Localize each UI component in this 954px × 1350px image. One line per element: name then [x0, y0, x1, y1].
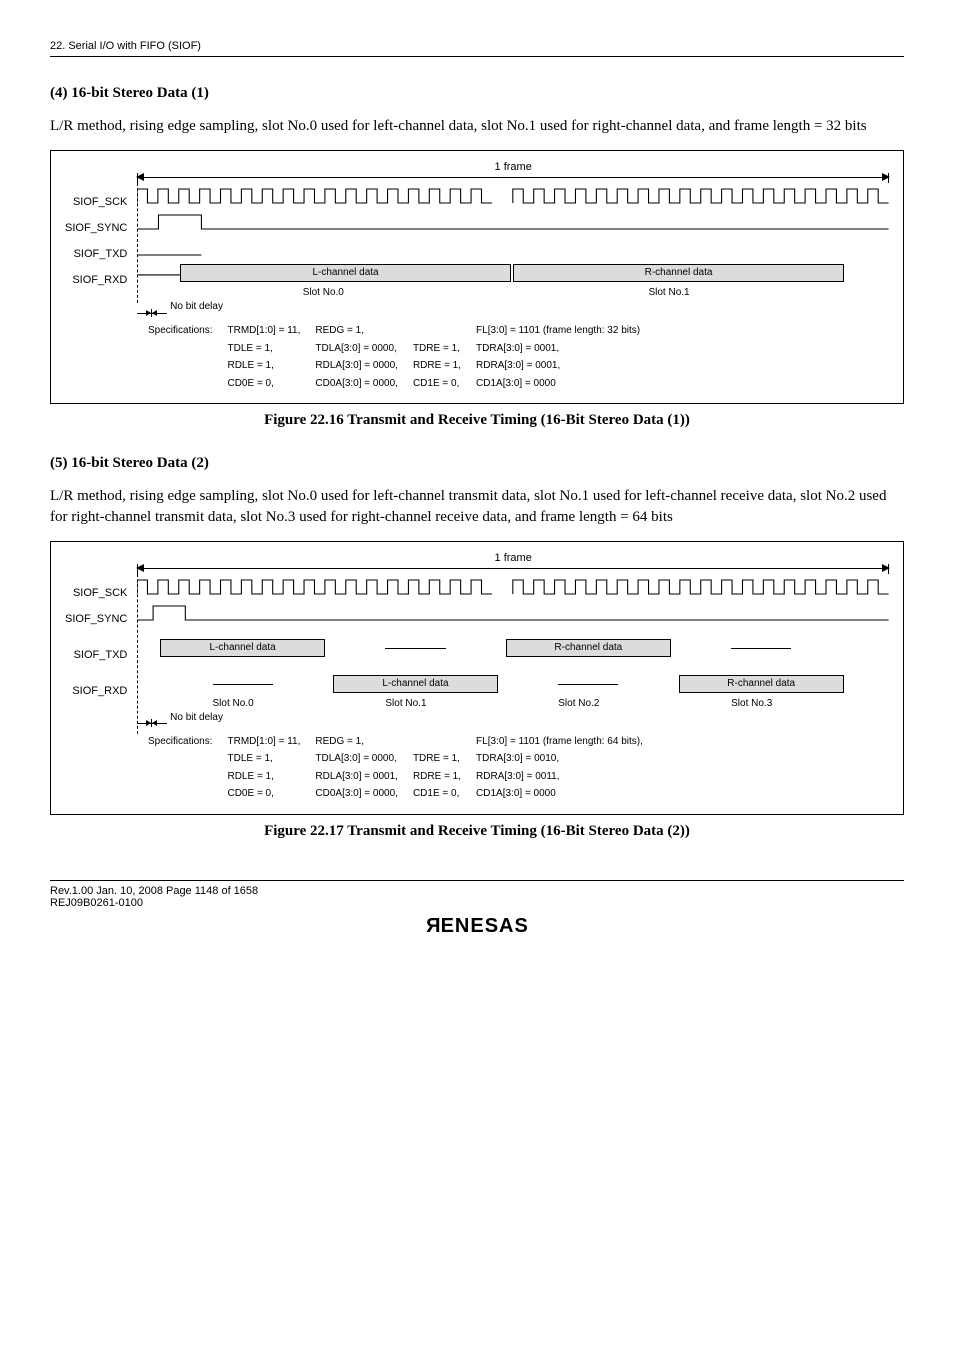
no-bit-delay: No bit delay — [137, 301, 889, 315]
slot1-label: Slot No.1 — [385, 698, 426, 709]
spec-cell: FL[3:0] = 1101 (frame length: 32 bits) — [475, 323, 652, 339]
spec-cell: TDRE = 1, — [412, 751, 473, 767]
txd-row — [137, 235, 889, 261]
page-footer: Rev.1.00 Jan. 10, 2008 Page 1148 of 1658… — [50, 880, 904, 938]
dash — [213, 684, 273, 685]
slot-labels-row: Slot No.0 Slot No.1 — [137, 287, 889, 301]
slot0-label: Slot No.0 — [303, 287, 344, 298]
spec-cell: TRMD[1:0] = 11, — [226, 323, 312, 339]
frame-label: 1 frame — [137, 552, 889, 564]
label-siof-sync: SIOF_SYNC — [65, 606, 127, 632]
spec-cell: TDLA[3:0] = 0000, — [314, 751, 410, 767]
nobit-text: No bit delay — [170, 301, 223, 312]
label-siof-sck: SIOF_SCK — [73, 189, 127, 215]
rxd-r-box: R-channel data — [679, 675, 844, 693]
spec-cell: RDLE = 1, — [226, 358, 312, 374]
sync-waveform — [137, 209, 889, 235]
spec-table: Specifications: TRMD[1:0] = 11, REDG = 1… — [145, 321, 654, 393]
spec-cell: CD0E = 0, — [226, 786, 312, 802]
txd-r-box: R-channel data — [506, 639, 671, 657]
spec-cell: CD1A[3:0] = 0000 — [475, 376, 652, 392]
sck-waveform — [137, 183, 889, 209]
spec-cell: RDLA[3:0] = 0001, — [314, 769, 410, 785]
no-bit-delay: No bit delay — [137, 712, 889, 726]
spec-cell: CD0A[3:0] = 0000, — [314, 376, 410, 392]
spec-cell — [412, 323, 473, 339]
label-siof-txd: SIOF_TXD — [74, 642, 128, 668]
sync-waveform — [137, 600, 889, 626]
slot0-label: Slot No.0 — [213, 698, 254, 709]
spec-cell: REDG = 1, — [314, 323, 410, 339]
spec-cell: CD1E = 0, — [412, 376, 473, 392]
l-channel-box: L-channel data — [180, 264, 511, 282]
label-siof-sck: SIOF_SCK — [73, 580, 127, 606]
r-channel-box: R-channel data — [513, 264, 844, 282]
label-siof-rxd: SIOF_RXD — [72, 267, 127, 293]
section4-title: (4) 16-bit Stereo Data (1) — [50, 85, 904, 102]
rxd-row: L-channel data R-channel data — [137, 672, 889, 698]
rxd-row: L-channel data R-channel data — [137, 261, 889, 287]
fig17-labels: SIOF_SCK SIOF_SYNC SIOF_TXD SIOF_RXD — [65, 552, 137, 704]
spec-cell — [412, 734, 473, 750]
spec-cell: RDLE = 1, — [226, 769, 312, 785]
spec-cell: Specifications: — [147, 734, 224, 750]
fig16-diagram: 1 frame — [137, 161, 889, 315]
spec-cell: RDRA[3:0] = 0001, — [475, 358, 652, 374]
txd-l-box: L-channel data — [160, 639, 325, 657]
spec-cell: CD0A[3:0] = 0000, — [314, 786, 410, 802]
fig17-spec: Specifications: TRMD[1:0] = 11, REDG = 1… — [145, 732, 889, 804]
slot2-label: Slot No.2 — [558, 698, 599, 709]
fig16-spec: Specifications: TRMD[1:0] = 11, REDG = 1… — [145, 321, 889, 393]
spec-cell: CD1E = 0, — [412, 786, 473, 802]
spec-cell: RDRA[3:0] = 0011, — [475, 769, 655, 785]
sck-waveform — [137, 574, 889, 600]
slot1-label: Slot No.1 — [648, 287, 689, 298]
dash — [558, 684, 618, 685]
slot-labels-row: Slot No.0 Slot No.1 Slot No.2 Slot No.3 — [137, 698, 889, 712]
nobit-text: No bit delay — [170, 712, 223, 723]
spec-cell: CD0E = 0, — [226, 376, 312, 392]
spec-cell: TRMD[1:0] = 11, — [226, 734, 312, 750]
footer-line2: REJ09B0261-0100 — [50, 897, 904, 909]
figure-22-17: SIOF_SCK SIOF_SYNC SIOF_TXD SIOF_RXD 1 f… — [50, 541, 904, 815]
spec-cell: REDG = 1, — [314, 734, 410, 750]
label-siof-sync: SIOF_SYNC — [65, 215, 127, 241]
section5-title: (5) 16-bit Stereo Data (2) — [50, 455, 904, 472]
fig16-caption: Figure 22.16 Transmit and Receive Timing… — [50, 412, 904, 429]
spec-table: Specifications: TRMD[1:0] = 11, REDG = 1… — [145, 732, 657, 804]
spec-cell: TDLA[3:0] = 0000, — [314, 341, 410, 357]
frame-label: 1 frame — [137, 161, 889, 173]
slot3-label: Slot No.3 — [731, 698, 772, 709]
page-header: 22. Serial I/O with FIFO (SIOF) — [50, 40, 904, 57]
spec-cell: TDLE = 1, — [226, 751, 312, 767]
figure-22-16: SIOF_SCK SIOF_SYNC SIOF_TXD SIOF_RXD 1 f… — [50, 150, 904, 404]
spec-cell: CD1A[3:0] = 0000 — [475, 786, 655, 802]
spec-cell: RDRE = 1, — [412, 769, 473, 785]
spec-cell: Specifications: — [147, 323, 224, 339]
section5-para: L/R method, rising edge sampling, slot N… — [50, 486, 904, 527]
spec-cell: FL[3:0] = 1101 (frame length: 64 bits), — [475, 734, 655, 750]
spec-cell: RDLA[3:0] = 0000, — [314, 358, 410, 374]
renesas-logo: RENESAS — [50, 915, 904, 938]
spec-cell: TDRA[3:0] = 0010, — [475, 751, 655, 767]
fig17-diagram: 1 frame L-channel data — [137, 552, 889, 726]
rxd-l-box: L-channel data — [333, 675, 498, 693]
spec-cell: TDRA[3:0] = 0001, — [475, 341, 652, 357]
spec-cell: RDRE = 1, — [412, 358, 473, 374]
label-siof-rxd: SIOF_RXD — [72, 678, 127, 704]
fig16-labels: SIOF_SCK SIOF_SYNC SIOF_TXD SIOF_RXD — [65, 161, 137, 293]
spec-cell: TDLE = 1, — [226, 341, 312, 357]
dash — [385, 648, 445, 649]
section4-para: L/R method, rising edge sampling, slot N… — [50, 116, 904, 136]
fig17-caption: Figure 22.17 Transmit and Receive Timing… — [50, 823, 904, 840]
label-siof-txd: SIOF_TXD — [74, 241, 128, 267]
dash — [731, 648, 791, 649]
footer-line1: Rev.1.00 Jan. 10, 2008 Page 1148 of 1658 — [50, 885, 904, 897]
spec-cell: TDRE = 1, — [412, 341, 473, 357]
txd-row: L-channel data R-channel data — [137, 636, 889, 662]
